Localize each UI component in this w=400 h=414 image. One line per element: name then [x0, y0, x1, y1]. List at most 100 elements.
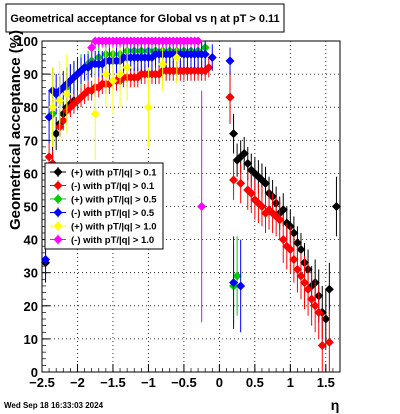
legend-entry: (-) with pT/|q| > 0.5: [50, 207, 155, 219]
data-point: [48, 102, 58, 112]
y-tick-label: 70: [24, 133, 38, 148]
legend-marker: [53, 235, 63, 244]
data-point: [41, 254, 51, 264]
data-point: [317, 341, 327, 351]
data-point: [143, 102, 153, 112]
legend-label: (+) with pT/|q| > 0.5: [71, 195, 157, 206]
data-point: [292, 238, 302, 248]
data-series: [41, 36, 341, 372]
x-tick-label: 0: [216, 375, 223, 390]
x-tick-label: 1.5: [317, 375, 335, 390]
data-point: [108, 76, 118, 86]
legend-marker: [53, 181, 63, 190]
y-tick-label: 10: [24, 332, 38, 347]
data-point: [44, 112, 54, 122]
legend-label: (-) with pT/|q| > 1.0: [71, 235, 154, 246]
data-point: [296, 245, 306, 255]
data-point: [51, 129, 61, 139]
x-tick-label: −1.5: [100, 375, 126, 390]
data-point: [172, 53, 182, 63]
legend-marker: [53, 167, 63, 177]
data-point: [289, 228, 299, 238]
y-tick-label: 30: [24, 266, 38, 281]
legend-label: (+) with pT/|q| > 1.0: [71, 222, 157, 233]
data-point: [289, 254, 299, 264]
data-point: [158, 59, 168, 69]
data-point: [307, 294, 317, 304]
data-point: [303, 284, 313, 294]
data-point: [207, 53, 217, 63]
data-point: [278, 235, 288, 245]
y-axis-label: Geometrical acceptance (%): [7, 30, 24, 230]
x-tick-label: 1: [287, 375, 294, 390]
data-point: [225, 92, 235, 102]
data-point: [229, 129, 239, 139]
data-point: [310, 301, 320, 311]
data-point: [236, 281, 246, 291]
series-6: [87, 36, 207, 323]
data-point: [236, 178, 246, 188]
data-point: [55, 96, 65, 106]
y-tick-label: 100: [16, 34, 38, 49]
y-tick-label: 60: [24, 166, 38, 181]
legend-entry: (+) with pT/|q| > 1.0: [50, 221, 157, 233]
data-point: [229, 175, 239, 185]
data-point: [246, 188, 256, 198]
data-point: [278, 205, 288, 215]
series-4: [41, 41, 246, 333]
data-point: [225, 56, 235, 66]
data-point: [62, 89, 72, 99]
data-point: [321, 314, 331, 324]
data-point: [101, 69, 111, 79]
legend-marker: [53, 194, 63, 204]
title-box: Geometrical acceptance for Global vs η a…: [5, 3, 285, 33]
data-point: [90, 109, 100, 119]
series-5: [48, 41, 182, 161]
data-point: [115, 69, 125, 79]
legend-box: [44, 162, 164, 250]
legend-entry: (-) with pT/|q| > 1.0: [50, 234, 154, 246]
x-tick-label: −0.5: [171, 375, 197, 390]
data-point: [243, 158, 253, 168]
y-tick-label: 80: [24, 100, 38, 115]
x-tick-label: 0.5: [246, 375, 264, 390]
legend: (+) with pT/|q| > 0.1 (-) with pT/|q| > 0…: [44, 162, 164, 250]
data-point: [232, 271, 242, 281]
y-tick-label: 20: [24, 299, 38, 314]
legend-entry: (-) with pT/|q| > 0.1: [50, 180, 155, 192]
x-tick-label: −1: [141, 375, 156, 390]
y-tick-label: 50: [24, 200, 38, 215]
data-point: [197, 202, 207, 211]
y-tick-label: 0: [31, 365, 38, 380]
data-point: [122, 62, 132, 72]
x-axis-label: η: [331, 397, 340, 413]
timestamp: Wed Sep 18 16:33:03 2024: [4, 401, 104, 410]
legend-entry: (+) with pT/|q| > 0.5: [50, 194, 157, 206]
data-point: [292, 264, 302, 274]
data-point: [324, 337, 334, 347]
data-point: [229, 278, 239, 288]
data-point: [58, 115, 68, 125]
data-point: [261, 178, 270, 188]
data-point: [87, 43, 97, 53]
x-tick-label: −2: [70, 375, 85, 390]
x-tick-label: −2.5: [29, 375, 55, 390]
chart-title: Geometrical acceptance for Global vs η a…: [10, 13, 279, 25]
data-point: [275, 215, 285, 225]
legend-label: (-) with pT/|q| > 0.1: [71, 181, 155, 192]
data-point: [296, 271, 306, 281]
data-point: [285, 245, 295, 255]
legend-marker: [53, 208, 63, 217]
legend-entry: (+) with pT/|q| > 0.1: [50, 167, 157, 179]
data-point: [331, 202, 341, 211]
data-point: [44, 152, 54, 162]
axis-ticks: −2.5 −2 −1.5 −1 −0.5 0 0.5 1 1.5 0 10 20 30 40 50 60 70 8…: [16, 34, 335, 390]
legend-label: (+) with pT/|q| > 0.1: [71, 168, 157, 179]
data-point: [193, 36, 203, 46]
data-point: [200, 49, 210, 59]
data-point: [324, 284, 334, 294]
data-point: [300, 278, 310, 288]
data-point: [257, 202, 267, 211]
data-point: [204, 62, 214, 72]
